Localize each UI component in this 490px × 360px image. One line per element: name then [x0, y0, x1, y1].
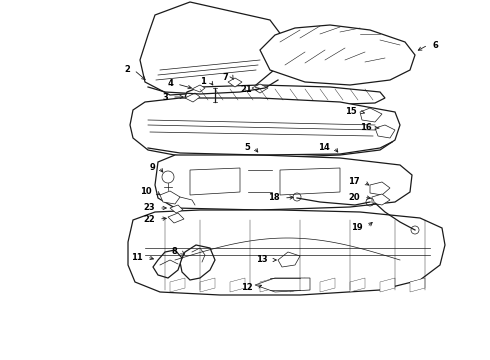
Text: 18: 18	[269, 194, 280, 202]
Text: 17: 17	[348, 177, 360, 186]
Polygon shape	[280, 168, 340, 195]
Text: 16: 16	[360, 123, 372, 132]
Text: 22: 22	[143, 215, 155, 224]
Polygon shape	[372, 194, 390, 205]
Polygon shape	[155, 155, 412, 210]
Text: 6: 6	[432, 40, 438, 49]
Text: 8: 8	[171, 248, 177, 256]
Polygon shape	[153, 250, 182, 278]
Polygon shape	[185, 93, 200, 102]
Polygon shape	[228, 78, 242, 87]
Polygon shape	[180, 245, 215, 280]
Text: 19: 19	[351, 222, 363, 231]
Polygon shape	[350, 278, 365, 292]
Polygon shape	[370, 182, 390, 195]
Text: 23: 23	[144, 203, 155, 212]
Polygon shape	[290, 278, 305, 292]
Text: 20: 20	[348, 193, 360, 202]
Text: 10: 10	[140, 188, 152, 197]
Polygon shape	[128, 210, 445, 295]
Polygon shape	[380, 278, 395, 292]
Polygon shape	[190, 168, 240, 195]
Text: 4: 4	[167, 80, 173, 89]
Text: 2: 2	[124, 66, 130, 75]
Polygon shape	[230, 278, 245, 292]
Polygon shape	[170, 205, 183, 213]
Polygon shape	[255, 278, 310, 292]
Polygon shape	[130, 98, 400, 158]
Text: 13: 13	[256, 256, 268, 265]
Text: 9: 9	[149, 162, 155, 171]
Text: 11: 11	[131, 252, 143, 261]
Polygon shape	[320, 278, 335, 292]
Polygon shape	[252, 84, 268, 93]
Polygon shape	[185, 85, 385, 105]
Text: 21: 21	[240, 85, 252, 94]
Polygon shape	[160, 191, 180, 204]
Text: 14: 14	[318, 143, 330, 152]
Text: 1: 1	[200, 77, 206, 85]
Text: 5: 5	[244, 143, 250, 152]
Polygon shape	[170, 278, 185, 292]
Polygon shape	[260, 25, 415, 85]
Text: 3: 3	[162, 93, 168, 102]
Polygon shape	[375, 125, 395, 138]
Polygon shape	[200, 278, 215, 292]
Text: 7: 7	[222, 72, 228, 81]
Polygon shape	[260, 278, 275, 292]
Polygon shape	[278, 252, 300, 267]
Text: 12: 12	[241, 283, 253, 292]
Polygon shape	[140, 2, 285, 95]
Polygon shape	[168, 213, 184, 223]
Polygon shape	[192, 85, 205, 92]
Polygon shape	[360, 108, 382, 122]
Text: 15: 15	[345, 108, 357, 117]
Polygon shape	[410, 278, 425, 292]
